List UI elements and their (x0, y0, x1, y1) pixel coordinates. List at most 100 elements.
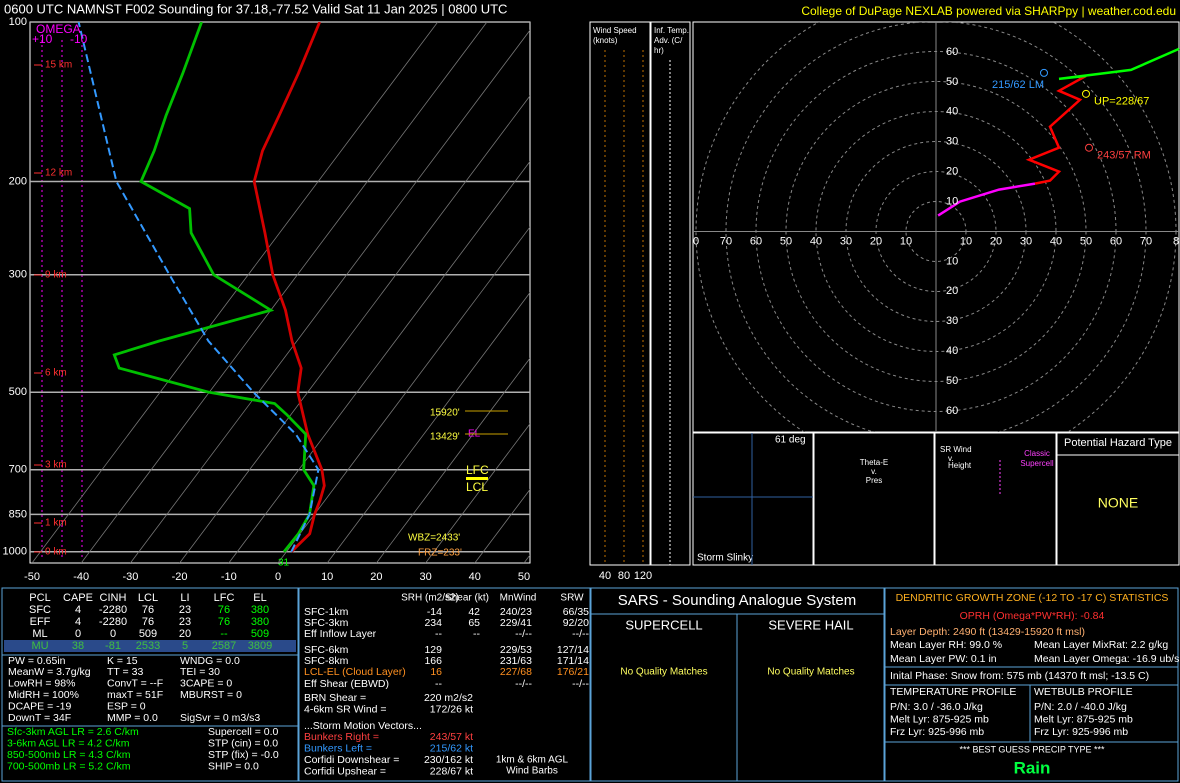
table-header: Shear (kt) (445, 593, 489, 604)
index-text: DCAPE = -19 (8, 700, 71, 712)
table-cell: 0 (110, 628, 116, 640)
table-cell: 23 (179, 604, 191, 616)
omega-label: +10 (32, 32, 53, 46)
y-tick-label: 10 (946, 255, 958, 267)
precip-text: P/N: 2.0 / -40.0 J/kg (1034, 701, 1127, 713)
table-header: CAPE (63, 592, 93, 604)
table-cell: 127/14 (557, 644, 589, 656)
table-cell: 509 (251, 628, 269, 640)
index-text: PW = 0.65in (8, 655, 66, 667)
x-tick-label: -30 (122, 571, 138, 583)
height-label: 3 km (45, 460, 67, 471)
thetae-title: Theta-E (860, 458, 888, 467)
table-cell: --/-- (572, 628, 589, 640)
index-text: 3CAPE = 0 (180, 678, 232, 690)
skewt-note: 15920' (430, 408, 460, 419)
table-cell: 229/41 (500, 617, 532, 629)
section-title: ...Storm Motion Vectors... (304, 720, 422, 732)
panel-title: Inf. Temp. (654, 26, 689, 35)
isotherm (425, 423, 530, 563)
index-text: ESP = 0 (107, 700, 146, 712)
precip-heading: TEMPERATURE PROFILE (890, 686, 1016, 698)
dgz-text: Layer Depth: 2490 ft (13429-15920 ft msl… (890, 626, 1085, 638)
panel-title: Adv. (C/ (654, 36, 683, 45)
table-header: EL (253, 592, 266, 604)
slinky-angle: 61 deg (775, 435, 806, 446)
index-text: MMP = 0.0 (107, 712, 158, 724)
lapse-rate: Sfc-3km AGL LR = 2.6 C/km (7, 726, 139, 738)
skewt-note: LFC (466, 463, 489, 477)
table-cell: 234 (424, 617, 442, 629)
table-cell: 229/53 (500, 644, 532, 656)
table-header: LI (180, 592, 189, 604)
table-cell: 16 (430, 666, 442, 678)
composite-index: STP (cin) = 0.0 (208, 737, 278, 749)
table-cell: -2280 (99, 616, 127, 628)
x-tick-label: 40 (1050, 235, 1062, 247)
table-cell: 76 (218, 604, 230, 616)
table-cell: 240/23 (500, 606, 532, 618)
table-cell: 2533 (136, 640, 160, 652)
srwind-title: Height (948, 461, 972, 470)
srwind-title: Supercell (1020, 459, 1054, 468)
x-tick-label: 10 (321, 571, 333, 583)
lapse-rate: 850-500mb LR = 4.3 C/km (7, 749, 131, 761)
hodo-line (937, 182, 1036, 217)
y-tick-label: 60 (946, 46, 958, 58)
precip-text: Frz Lyr: 925-996 mb (890, 726, 984, 738)
table-cell: 129 (424, 644, 442, 656)
table-cell: 227/68 (500, 666, 532, 678)
table-cell: 2587 (212, 640, 236, 652)
table-cell: -- (220, 628, 228, 640)
table-cell: MU (31, 640, 48, 652)
isotherm (228, 160, 530, 563)
table-cell: 166 (424, 655, 442, 667)
x-tick-label: 0 (275, 571, 281, 583)
x-tick-label: 30 (1020, 235, 1032, 247)
table-cell: SFC (29, 604, 51, 616)
x-tick-label: 10 (960, 235, 972, 247)
slinky-title: Storm Slinky (697, 553, 753, 564)
table-cell: 171/14 (557, 655, 589, 667)
row-label: SFC-6km (304, 644, 349, 656)
isotherm (179, 95, 530, 563)
dgz-text: Mean Layer RH: 99.0 % (890, 639, 1002, 651)
row-label: Bunkers Left = (304, 742, 372, 754)
panel-title: Wind Speed (593, 26, 637, 35)
panel-title: hr) (654, 46, 664, 55)
hodo-ring (905, 200, 967, 262)
y-tick-label: 30 (946, 315, 958, 327)
row-value: 215/62 kt (430, 742, 473, 754)
x-tick-label: 40 (810, 235, 822, 247)
y-tick-label: 50 (946, 76, 958, 88)
storm-motion (1082, 89, 1090, 98)
row-label: BRN Shear = (304, 692, 366, 704)
wind-frame (589, 21, 651, 566)
row-value: 243/57 kt (430, 731, 473, 743)
y-tick-label: 20 (946, 285, 958, 297)
hodo-ring (815, 110, 1057, 352)
x-tick-label: 40 (599, 570, 611, 582)
y-tick-label: 850 (9, 508, 27, 520)
precip-type: Rain (1014, 758, 1051, 777)
table-cell: --/-- (515, 678, 532, 690)
hazard-title: Potential Hazard Type (1064, 437, 1172, 449)
table-header: PCL (29, 592, 50, 604)
dgz-text: Mean Layer Omega: -16.9 ub/s (1034, 653, 1179, 665)
table-cell: 380 (251, 604, 269, 616)
skewt-plot (30, 22, 530, 563)
height-label: 15 km (45, 60, 72, 71)
x-tick-label: 20 (870, 235, 882, 247)
hodo-line (1025, 74, 1087, 185)
barb-note: Wind Barbs (506, 766, 558, 777)
omega-label: OMEGA (36, 22, 81, 36)
storm-motion (1040, 68, 1048, 77)
table-cell: --/-- (515, 628, 532, 640)
credit: College of DuPage NEXLAB powered via SHA… (801, 4, 1176, 18)
isotherm (31, 22, 439, 563)
precip-heading: WETBULB PROFILE (1034, 686, 1133, 698)
height-label: 12 km (45, 168, 72, 179)
sars-title: SARS - Sounding Analogue System (618, 592, 856, 609)
index-text: ConvT = --F (107, 678, 163, 690)
